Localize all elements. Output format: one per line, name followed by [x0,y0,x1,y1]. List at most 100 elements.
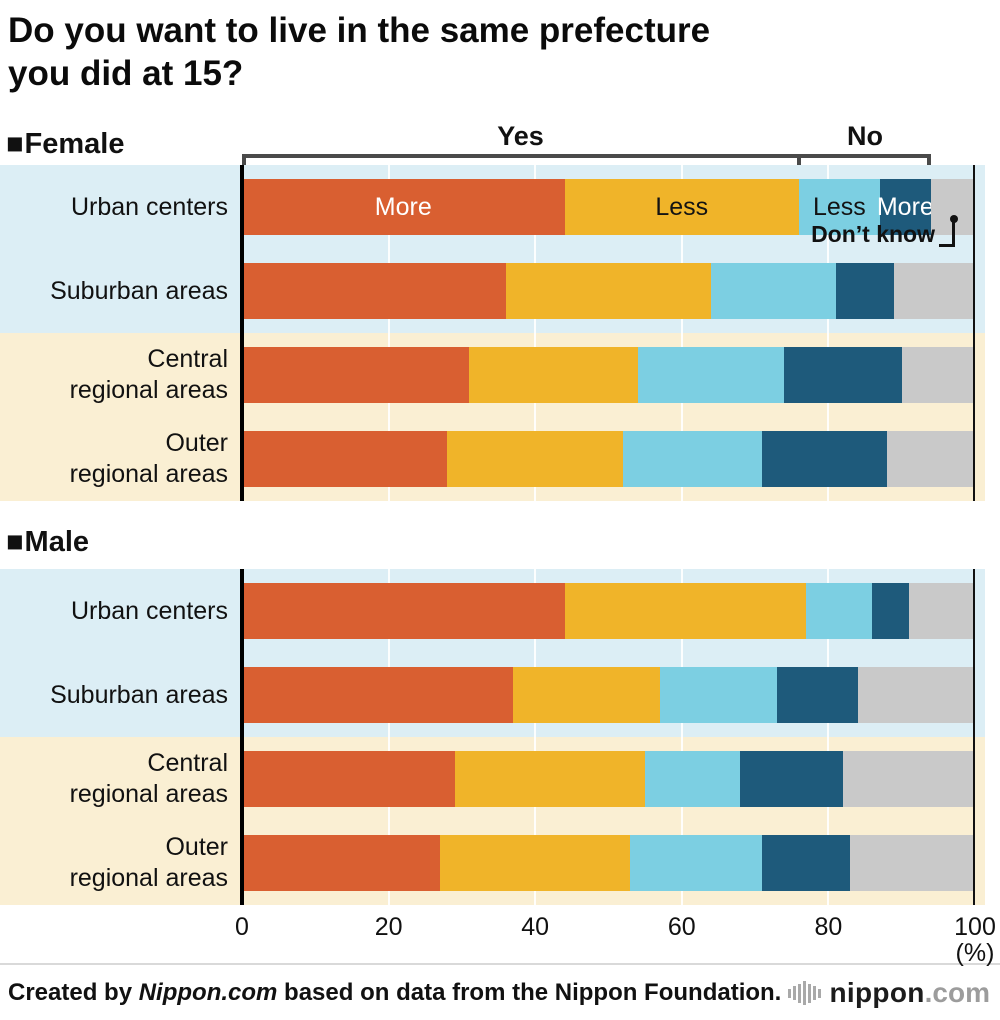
bar-segment-yes_more [242,583,565,640]
square-bullet-icon: ■ [6,525,24,558]
bar-segment-dont_know [850,835,975,892]
chart-row: Suburban areas [0,653,985,738]
yes-no-bracket: Yes No [242,117,975,171]
credit-prefix: Created by [8,979,139,1007]
bar-track [242,347,975,404]
section-label-male: Male [24,525,90,558]
bar-segment-yes_more: More [242,179,565,236]
bar-segment-no_less [637,347,785,404]
male-section-header: ■Male [0,519,1000,563]
bar-segment-yes_more [242,751,455,808]
dont-know-label: Don’t know [811,221,935,248]
dont-know-callout: Don’t know [811,215,958,248]
credit-suffix: based on data from the Nippon Foundation… [277,979,782,1007]
chart-row: Suburban areas [0,249,985,334]
bar-segment-yes_more [242,347,470,404]
gridline-60 [680,165,683,502]
bar-segment-no_more [784,347,902,404]
category-label: Outer regional areas [69,833,228,893]
bar-segment-yes_less [469,347,638,404]
category-label: Suburban areas [50,276,228,305]
gridline-40 [534,569,537,906]
category-label: Outer regional areas [69,429,228,489]
section-title-female: ■Female [0,129,242,165]
bar-segment-no_less [711,263,836,320]
bracket-label-yes: Yes [497,121,544,152]
chart-title: Do you want to live in the same prefectu… [0,0,1000,95]
bar-segment-yes_less [505,263,712,320]
bar-track [242,583,975,640]
bar-segment-dont_know [843,751,975,808]
segment-inline-label: More [876,192,934,221]
bar-segment-dont_know [857,667,975,724]
credit-text: Created by Nippon.com based on data from… [8,979,781,1007]
bar-segment-no_more: More [876,179,934,236]
logo-nippon: nippon [829,977,925,1009]
axis-unit-label: (%) [955,939,995,968]
bar-segment-no_less [630,835,763,892]
x-axis: (%) 0 20 40 60 80 100 [0,905,1000,967]
bracket-tick-start [242,157,246,171]
bar-segment-dont_know [901,347,975,404]
bar-segment-yes_more [242,431,448,488]
bar-track [242,835,975,892]
bar-segment-yes_more [242,667,514,724]
bar-track [242,667,975,724]
bar-segment-no_more [872,583,909,640]
category-label: Suburban areas [50,680,228,709]
bar-track [242,263,975,320]
chart-row: Outer regional areas [0,417,985,502]
chart-row: Central regional areas [0,333,985,418]
nippon-logo: nippon.com [787,977,990,1009]
bar-segment-no_more [762,431,888,488]
callout-line [939,215,958,248]
footer: Created by Nippon.com based on data from… [0,963,1000,1009]
female-section-header: ■Female Yes No [0,117,1000,171]
category-label: Central regional areas [69,345,228,405]
bar-segment-yes_less [447,431,624,488]
bracket-tick-middle [797,157,802,171]
category-label: Central regional areas [69,749,228,809]
male-y-axis-line [240,569,244,906]
x-tick-label-80: 80 [814,913,843,942]
gridline-80 [827,569,830,906]
bar-track [242,431,975,488]
bar-segment-no_less [623,431,763,488]
bar-segment-no_more [740,751,844,808]
logo-com: .com [924,977,990,1009]
nippon-logo-text: nippon.com [830,977,990,1009]
x-tick-label-20: 20 [374,913,403,942]
bar-segment-no_more [762,835,851,892]
bar-segment-dont_know [894,263,975,320]
bar-segment-yes_less [513,667,660,724]
bar-segment-no_less [806,583,873,640]
female-100pct-line [973,165,975,502]
bar-segment-yes_less: Less [564,179,800,236]
gridline-20 [387,569,390,906]
chart-row: Urban centers More Less Less More Don’t know [0,165,985,250]
chart-male: Urban centers Suburban areas Central region… [0,569,985,906]
male-100pct-line [973,569,975,906]
female-y-axis-line [240,165,244,502]
bar-segment-dont_know [887,431,975,488]
bar-segment-no_less [659,667,778,724]
x-tick-label-40: 40 [521,913,550,942]
bar-segment-no_more [777,667,858,724]
chart-row: Outer regional areas [0,821,985,906]
bar-segment-yes_less [564,583,807,640]
title-line-2: you did at 15? [8,53,244,93]
bar-segment-yes_more [242,263,506,320]
gridline-60 [680,569,683,906]
category-label: Urban centers [70,596,228,625]
section-label-female: Female [24,127,125,160]
bar-segment-dont_know [909,583,975,640]
bar-track: More Less Less More [242,179,975,236]
bracket-tick-end [927,157,932,171]
chart-female: Urban centers More Less Less More Don’t know S… [0,165,985,502]
section-title-male: ■Male [0,527,242,563]
bar-segment-no_more [835,263,895,320]
bar-segment-no_less: Less [799,179,880,236]
title-line-1: Do you want to live in the same prefectu… [8,11,711,50]
x-tick-label-0: 0 [235,913,249,942]
